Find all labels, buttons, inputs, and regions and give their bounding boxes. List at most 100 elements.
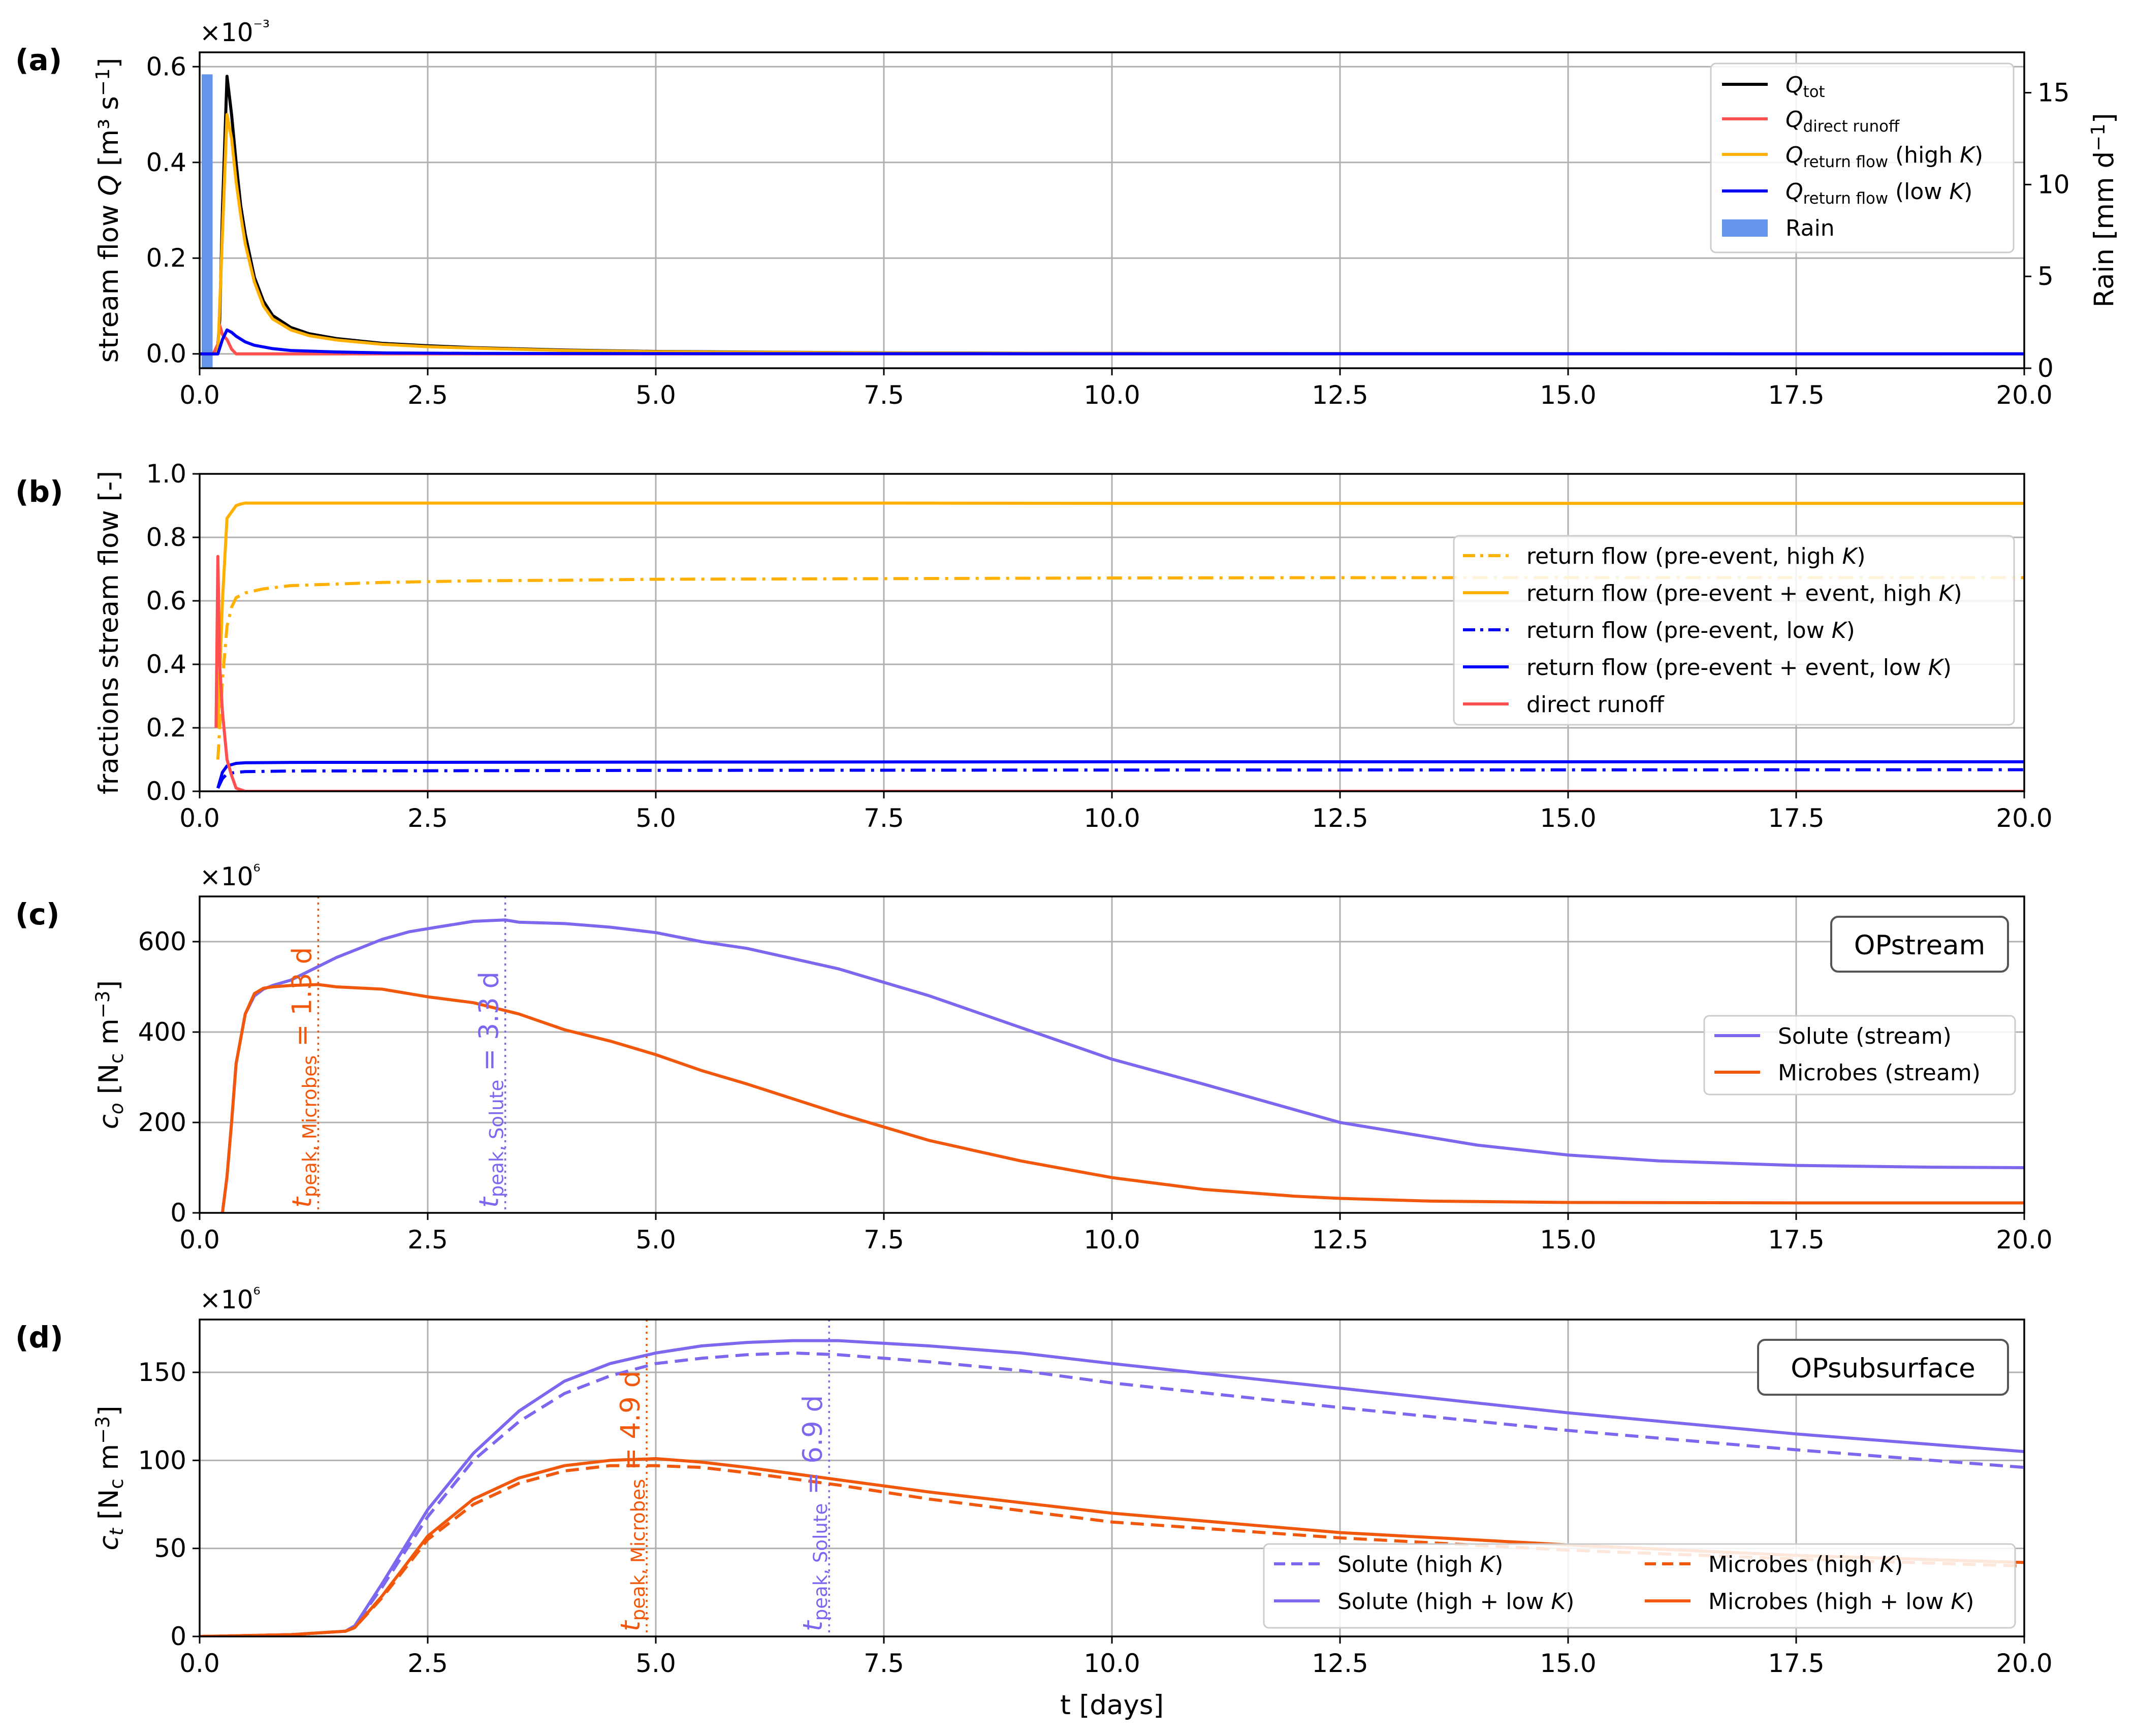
x-tick-label: 7.5 — [864, 1649, 904, 1678]
x-tick-label: 15.0 — [1540, 380, 1596, 410]
y-tick-label: 0.4 — [146, 650, 186, 679]
legend-label: Qreturn flow (low K) — [1786, 179, 1972, 208]
x-tick-label: 20.0 — [1996, 1225, 2052, 1255]
axes-frame — [199, 895, 2025, 1214]
x-tick-label: 7.5 — [864, 803, 904, 833]
legend-a: Qtot Qdirect runoff Qreturn flow (high K) Q… — [1710, 62, 2015, 253]
plot-area — [214, 501, 2024, 791]
series-q-direct-runoff — [200, 324, 2024, 356]
x-tick-label: 0.0 — [179, 1649, 220, 1678]
panel-label: (d) — [15, 1320, 63, 1355]
y-multiplier: ×10⁻³ — [200, 17, 270, 47]
legend-label: Solute (stream) — [1778, 1023, 1952, 1049]
box-label-frame — [1830, 916, 2009, 973]
x-tick-label: 20.0 — [1996, 380, 2052, 410]
y-tick-label: 400 — [138, 1017, 186, 1047]
y-tick-label: 150 — [138, 1358, 186, 1387]
legend-label: return flow (pre-event, high K) — [1526, 543, 1866, 569]
legend-label: Solute (high + low K) — [1337, 1589, 1574, 1615]
y-tick-label: 100 — [138, 1445, 186, 1475]
box-label: OPstream — [1830, 916, 2009, 973]
x-tick-label: 15.0 — [1540, 1225, 1596, 1255]
y-tick-label: 50 — [154, 1534, 186, 1563]
x-tick-label: 0.0 — [179, 380, 220, 410]
peak-label: tpeak, Solute = 6.9 d — [798, 1395, 832, 1631]
box-label-text: OPstream — [1854, 930, 1985, 961]
legend-label: Qtot — [1786, 72, 1825, 101]
panel-label: (a) — [15, 43, 62, 77]
x-tick-label: 12.5 — [1312, 1225, 1368, 1255]
y2-tick-label: 5 — [2037, 262, 2054, 291]
legend-label: return flow (pre-event + event, low K) — [1526, 655, 1952, 681]
box-label-text: OPsubsurface — [1791, 1353, 1975, 1384]
x-tick-label: 20.0 — [1996, 803, 2052, 833]
x-tick-label: 2.5 — [407, 1225, 448, 1255]
x-tick-label: 0.0 — [179, 1225, 220, 1255]
legend-label: return flow (pre-event, low K) — [1526, 618, 1855, 644]
y-tick-label: 0.2 — [146, 713, 186, 743]
legend-frame — [1453, 535, 2015, 726]
x-tick-label: 5.0 — [635, 803, 676, 833]
plot-area — [200, 1320, 2024, 1636]
legend-frame — [1703, 1015, 2016, 1096]
legend-d: Solute (high K) Solute (high + low K) Micr… — [1263, 1543, 2016, 1629]
legend-label: Microbes (high + low K) — [1708, 1589, 1974, 1615]
series-return-flow-pre-event-event-low-k- — [216, 760, 2024, 789]
y2-tick-label: 10 — [2037, 170, 2070, 199]
series-return-flow-pre-event-event-high-k- — [216, 501, 2024, 728]
x-tick-label: 10.0 — [1083, 803, 1140, 833]
x-tick-label: 5.0 — [635, 1649, 676, 1678]
plot-area — [200, 74, 2024, 368]
series-solute-high-low-k- — [200, 1339, 2024, 1636]
y-tick-label: 0.4 — [146, 148, 186, 177]
axes-frame — [199, 473, 2025, 792]
y-multiplier: ×10⁶ — [200, 861, 261, 891]
y-tick-label: 0.8 — [146, 523, 186, 552]
panel-a: 0.0 2.5 5.0 7.5 10.0 12.5 15.0 17.5 20.0 0.0 0.2 0.… — [15, 17, 2120, 410]
x-tick-label: 10.0 — [1083, 1225, 1140, 1255]
legend-label: direct runoff — [1526, 692, 1665, 718]
plot-area — [220, 896, 2024, 1213]
legend-label: Qreturn flow (high K) — [1786, 142, 1983, 171]
y-tick-label: 600 — [138, 927, 186, 956]
y-axis-label: co [Nc m−3] — [92, 980, 127, 1129]
legend-frame — [1710, 62, 2015, 253]
series-direct-runoff — [214, 555, 2024, 791]
y-tick-label: 0.2 — [146, 243, 186, 273]
x-tick-label: 17.5 — [1768, 803, 1824, 833]
series-q-return-flow-low-k- — [200, 328, 2024, 356]
y-tick-label: 0 — [170, 1622, 186, 1651]
x-tick-label: 7.5 — [864, 1225, 904, 1255]
x-tick-label: 0.0 — [179, 803, 220, 833]
x-tick-label: 17.5 — [1768, 1225, 1824, 1255]
series-microbes-high-low-k- — [200, 1457, 2024, 1636]
y-tick-label: 0.6 — [146, 52, 186, 81]
x-tick-label: 17.5 — [1768, 380, 1824, 410]
x-tick-label: 5.0 — [635, 1225, 676, 1255]
y-tick-label: 200 — [138, 1108, 186, 1137]
peak-label: tpeak, Microbes = 1.3 d — [286, 947, 321, 1208]
y2-tick-label: 0 — [2037, 353, 2054, 383]
y-tick-label: 1.0 — [146, 459, 186, 489]
series-return-flow-pre-event-low-k- — [216, 768, 2024, 789]
legend-label: Qdirect runoff — [1786, 107, 1900, 136]
panel-d: 0.0 2.5 5.0 7.5 10.0 12.5 15.0 17.5 20.0 0 50 100 15… — [15, 1284, 2053, 1721]
legend-c: Solute (stream) Microbes (stream) — [1703, 1015, 2016, 1096]
x-tick-label: 20.0 — [1996, 1649, 2052, 1678]
x-tick-label: 12.5 — [1312, 380, 1368, 410]
x-tick-label: 12.5 — [1312, 803, 1368, 833]
x-tick-label: 10.0 — [1083, 1649, 1140, 1678]
legend-label: Solute (high K) — [1337, 1552, 1503, 1578]
panel-c: 0.0 2.5 5.0 7.5 10.0 12.5 15.0 17.5 20.0 0 200 400 6… — [15, 861, 2053, 1255]
y-tick-label: 0.0 — [146, 777, 186, 806]
peak-label: tpeak, Solute = 3.3 d — [474, 972, 508, 1208]
y-axis-label: stream flow Q [m³ s−1] — [92, 58, 124, 363]
axes-frame — [199, 51, 2025, 369]
rain-bar — [202, 74, 213, 368]
series-solute-high-k- — [200, 1351, 2024, 1636]
x-axis-label: t [days] — [1060, 1690, 1164, 1721]
axes-frame — [199, 1319, 2025, 1637]
panel-label: (c) — [15, 897, 59, 931]
y-multiplier: ×10⁶ — [200, 1284, 261, 1314]
